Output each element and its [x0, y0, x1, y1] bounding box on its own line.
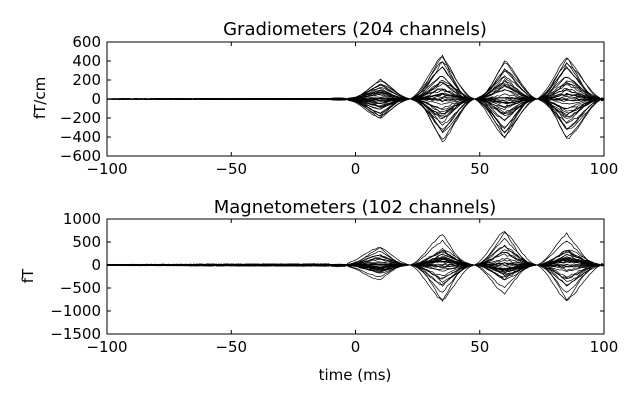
y-tick-label: −500	[60, 279, 101, 297]
magnetometers-ylabel: fT	[19, 268, 37, 283]
y-tick-label: −200	[60, 109, 101, 127]
magnetometers-xlabel: time (ms)	[319, 366, 392, 384]
magnetometers-traces	[107, 230, 604, 302]
channel-trace	[107, 54, 604, 139]
x-tick-label: 50	[470, 160, 489, 178]
y-tick-label: −400	[60, 128, 101, 146]
x-tick-label: −50	[215, 160, 247, 178]
gradiometers-panel: Gradiometers (204 channels) fT/cm −100 −5…	[31, 19, 618, 178]
magnetometers-axes-frame	[106, 218, 605, 335]
y-tick-label: 0	[91, 90, 101, 108]
magnetometers-title: Magnetometers (102 channels)	[214, 197, 497, 218]
y-tick-label: 1000	[63, 210, 101, 228]
channel-trace	[107, 261, 604, 268]
x-tick-label: 100	[590, 160, 619, 178]
magnetometers-xticks: −100 −50 0 50 100	[86, 219, 618, 356]
y-tick-label: 0	[91, 256, 101, 274]
x-tick-label: −100	[86, 338, 127, 356]
y-tick-label: −1500	[50, 325, 101, 343]
y-tick-label: 500	[72, 233, 101, 251]
y-tick-label: −600	[60, 147, 101, 165]
y-tick-label: 600	[72, 33, 101, 51]
magnetometers-panel: Magnetometers (102 channels) fT −100 −50 0…	[19, 197, 618, 384]
y-tick-label: 400	[72, 52, 101, 70]
x-tick-label: −50	[215, 338, 247, 356]
y-tick-label: 200	[72, 71, 101, 89]
gradiometers-xticks: −100 −50 0 50 100	[86, 42, 618, 178]
gradiometers-title: Gradiometers (204 channels)	[223, 19, 487, 40]
magnetometers-yticks: 1000 500 0 −500 −1000 −1500	[50, 210, 604, 343]
x-tick-label: −100	[86, 160, 127, 178]
gradiometers-traces	[107, 54, 604, 143]
x-tick-label: 50	[470, 338, 489, 356]
x-tick-label: 0	[351, 160, 361, 178]
gradiometers-ylabel: fT/cm	[31, 77, 49, 119]
y-tick-label: −1000	[50, 302, 101, 320]
x-tick-label: 100	[590, 338, 619, 356]
x-tick-label: 0	[351, 338, 361, 356]
